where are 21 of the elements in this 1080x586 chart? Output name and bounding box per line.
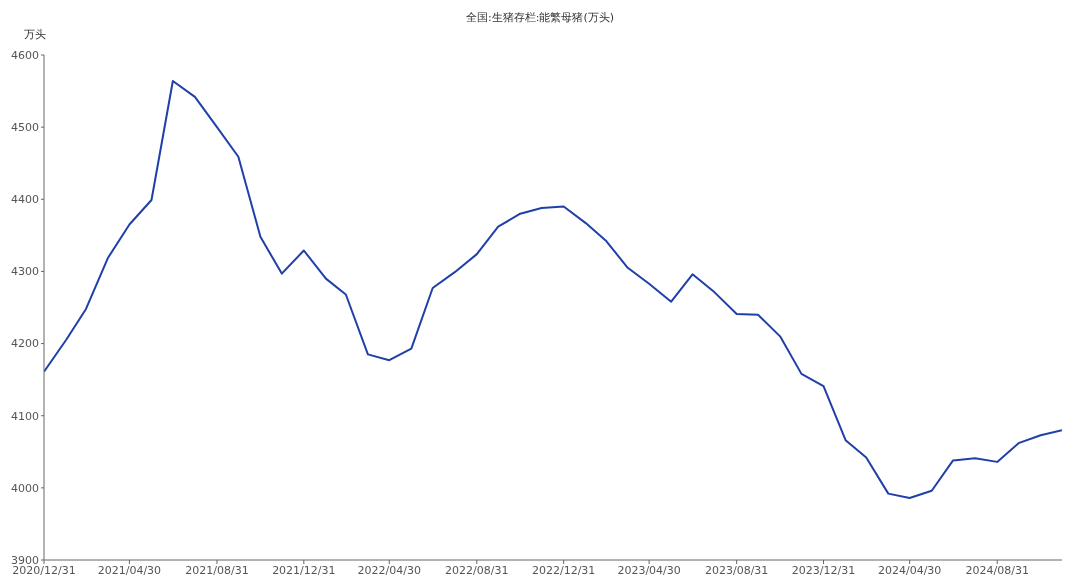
x-tick-label: 2021/04/30 bbox=[97, 563, 162, 577]
x-tick-label: 2024/04/30 bbox=[877, 563, 942, 577]
y-tick-label: 4300 bbox=[11, 265, 39, 279]
x-tick-label: 2023/12/31 bbox=[791, 563, 856, 577]
x-tick-label: 2024/08/31 bbox=[965, 563, 1029, 577]
x-tick-label: 2021/08/31 bbox=[185, 563, 249, 577]
y-tick-label: 4600 bbox=[11, 48, 39, 62]
x-tick-label: 2022/04/30 bbox=[357, 563, 421, 577]
x-tick-label: 2022/12/31 bbox=[531, 563, 596, 577]
x-tick-label: 2021/12/31 bbox=[272, 563, 336, 577]
y-tick-label: 4400 bbox=[11, 193, 39, 207]
line-series bbox=[44, 79, 1062, 499]
y-tick-label: 4200 bbox=[11, 337, 39, 351]
y-tick-label: 4000 bbox=[11, 481, 39, 495]
x-tick-label: 2023/04/30 bbox=[617, 563, 681, 577]
y-tick-label: 4100 bbox=[11, 409, 39, 423]
x-tick-label: 2022/08/31 bbox=[445, 563, 509, 577]
y-axis-title: 万头 bbox=[24, 27, 46, 42]
y-tick-label: 4500 bbox=[11, 121, 39, 135]
x-tick-label: 2023/08/31 bbox=[704, 563, 769, 577]
chart-title: 全国:生猪存栏:能繁母猪(万头) bbox=[465, 10, 615, 25]
